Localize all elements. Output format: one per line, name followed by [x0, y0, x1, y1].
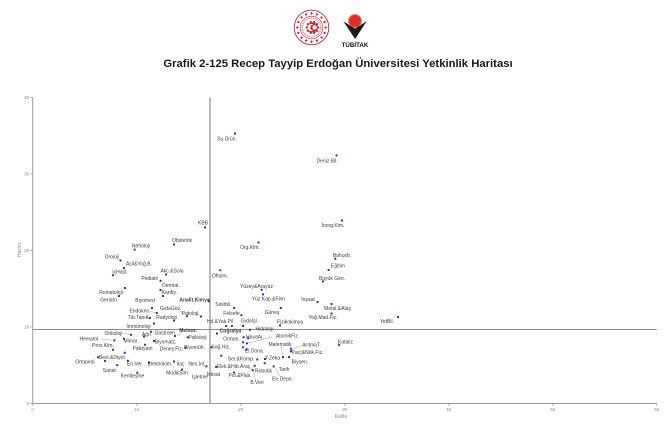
svg-text:İktisat: İktisat: [207, 371, 221, 378]
svg-text:Robotik: Robotik: [255, 369, 272, 375]
svg-text:GıdaGüv.: GıdaGüv.: [160, 306, 181, 312]
svg-text:Kentleşme: Kentleşme: [121, 374, 145, 380]
svg-text:En.Ver.: En.Ver.: [127, 362, 143, 368]
svg-text:ArıtmaT.: ArıtmaT.: [302, 343, 321, 349]
svg-text:Parç&Nük.Fiz.: Parç&Nük.Fiz.: [292, 350, 324, 356]
svg-text:Eğitim: Eğitim: [331, 264, 345, 270]
svg-text:20: 20: [238, 407, 244, 412]
svg-text:20: 20: [24, 248, 30, 253]
svg-text:Kalite: Kalite: [335, 414, 348, 420]
svg-text:Hidroloji: Hidroloji: [255, 327, 273, 333]
svg-text:0: 0: [27, 401, 30, 406]
svg-text:En.Depo.: En.Depo.: [272, 377, 293, 383]
svg-text:AtomikFiz.: AtomikFiz.: [276, 334, 299, 340]
svg-text:İnşaat: İnşaat: [301, 296, 315, 303]
svg-text:Güneş: Güneş: [265, 310, 280, 316]
svg-text:Yüzey&Arayüz: Yüzey&Arayüz: [240, 284, 273, 290]
svg-text:10: 10: [134, 407, 140, 412]
svg-text:İlaç: İlaç: [177, 361, 185, 368]
svg-text:YetBil.: YetBil.: [380, 319, 394, 325]
svg-text:Y.Zeka: Y.Zeka: [265, 356, 280, 362]
svg-text:Oftalm.: Oftalm.: [212, 274, 228, 280]
svg-text:Kataliz: Kataliz: [338, 340, 354, 346]
svg-text:Felsefe: Felsefe: [223, 311, 240, 317]
svg-text:Deniz Bil.: Deniz Bil.: [316, 159, 337, 165]
svg-text:Elektrokim.: Elektrokim.: [148, 362, 173, 368]
svg-text:Ortopedi: Ortopedi: [75, 360, 94, 366]
svg-text:Yüz.Kap.&Film.: Yüz.Kap.&Film.: [252, 297, 286, 303]
svg-text:HavaAr.: HavaAr.: [246, 335, 264, 341]
svg-text:10: 10: [24, 325, 30, 330]
svg-text:Ser.&Komp.: Ser.&Komp.: [228, 357, 255, 363]
svg-text:Yoğ.Mad.Fiz.: Yoğ.Mad.Fiz.: [309, 315, 338, 321]
svg-text:İnorg.Kim.: İnorg.Kim.: [322, 222, 345, 229]
svg-text:Matematik: Matematik: [268, 342, 292, 348]
svg-text:Nes.İnt.: Nes.İnt.: [188, 361, 205, 368]
svg-text:Onkoloji: Onkoloji: [104, 331, 122, 337]
svg-text:TÜBİTAK: TÜBİTAK: [342, 42, 369, 49]
svg-text:Elek.&Hib.Araç: Elek.&Hib.Araç: [217, 364, 251, 370]
svg-text:Coğrafya: Coğrafya: [220, 329, 242, 335]
svg-text:30: 30: [342, 407, 348, 412]
svg-text:Hematol.: Hematol.: [79, 337, 99, 343]
svg-text:Mimar.: Mimar.: [124, 339, 139, 345]
svg-text:Mod&Sim: Mod&Sim: [166, 371, 188, 377]
svg-text:Biyomüh.: Biyomüh.: [184, 345, 205, 351]
svg-text:Su.Ürün.: Su.Ürün.: [217, 136, 237, 143]
svg-text:Nefroloji: Nefroloji: [132, 244, 150, 250]
svg-text:30: 30: [24, 172, 30, 177]
svg-text:Patoloji: Patoloji: [182, 311, 198, 317]
svg-text:Metal.&Alaş: Metal.&Alaş: [324, 306, 351, 312]
svg-text:Tarih: Tarih: [279, 367, 290, 373]
svg-text:Besl.&Diyet.: Besl.&Diyet.: [99, 355, 126, 361]
svg-text:Hacim: Hacim: [17, 243, 23, 257]
svg-text:Kardiy.: Kardiy.: [162, 290, 177, 296]
svg-text:Biyomed: Biyomed: [135, 298, 155, 304]
svg-text:Büyük Gen.: Büyük Gen.: [319, 276, 345, 282]
svg-text:Deney.Fiz.: Deney.Fiz.: [160, 347, 184, 353]
svg-text:Pediatri: Pediatri: [141, 276, 158, 282]
svg-text:Fizikokimya: Fizikokimya: [277, 320, 303, 326]
svg-text:Pol.&Plas.: Pol.&Plas.: [228, 373, 251, 379]
svg-text:60: 60: [654, 407, 660, 412]
svg-text:Analit.Kimya: Analit.Kimya: [179, 298, 210, 304]
svg-text:İşletme: İşletme: [192, 374, 208, 381]
svg-text:Akc.&Solu: Akc.&Solu: [160, 269, 183, 275]
svg-text:Radyoloji: Radyoloji: [156, 315, 177, 321]
svg-text:Meteor.: Meteor.: [179, 328, 197, 334]
svg-text:Psikiyatri: Psikiyatri: [132, 346, 152, 352]
svg-text:Romatoloji: Romatoloji: [99, 290, 123, 296]
svg-text:Gıdaİşl.: Gıdaİşl.: [241, 318, 258, 325]
svg-text:Bahçeb.: Bahçeb.: [333, 253, 351, 259]
svg-text:40: 40: [24, 95, 30, 100]
svg-text:Psikoloji: Psikoloji: [188, 335, 206, 341]
svg-text:KBB: KBB: [198, 221, 209, 227]
svg-text:Sağ.Hiz.: Sağ.Hiz.: [212, 345, 231, 351]
svg-text:Obstetrik: Obstetrik: [172, 238, 193, 244]
svg-text:Ağrı: Ağrı: [142, 332, 151, 338]
svg-text:Sanat: Sanat: [103, 368, 117, 374]
svg-text:Biyomalz.: Biyomalz.: [155, 340, 177, 346]
svg-text:Orman.: Orman.: [223, 337, 240, 343]
svg-text:Biyoen.: Biyoen.: [292, 360, 309, 366]
svg-text:Dermat.: Dermat.: [162, 283, 180, 289]
svg-text:İçHast.: İçHast.: [112, 269, 128, 276]
svg-text:Üroloji: Üroloji: [105, 254, 119, 261]
svg-text:Tıb.TanıK.: Tıb.TanıK.: [128, 315, 151, 321]
svg-text:El.Dona.: El.Dona.: [245, 349, 264, 355]
svg-text:50: 50: [550, 407, 556, 412]
svg-text:40: 40: [446, 407, 452, 412]
svg-text:Hd.&Yak.Pil: Hd.&Yak.Pil: [207, 319, 233, 325]
svg-text:Grafik 2-125 Recep Tayyip Erdo: Grafik 2-125 Recep Tayyip Erdoğan Üniver…: [163, 57, 512, 70]
svg-text:Sinirbil.: Sinirbil.: [215, 302, 231, 308]
svg-text:Pros.Kim.: Pros.Kim.: [92, 343, 114, 349]
svg-text:Geriatri: Geriatri: [100, 298, 116, 304]
svg-text:B.Veri: B.Veri: [250, 380, 263, 386]
svg-text:İmmünoloji: İmmünoloji: [126, 323, 150, 330]
svg-text:0: 0: [31, 407, 34, 412]
svg-text:Acil&Yoğ.B.: Acil&Yoğ.B.: [126, 262, 152, 268]
svg-text:Gastroen.: Gastroen.: [155, 331, 177, 337]
svg-text:Endokrin.: Endokrin.: [129, 309, 150, 315]
svg-text:Org.Kim.: Org.Kim.: [240, 245, 260, 251]
